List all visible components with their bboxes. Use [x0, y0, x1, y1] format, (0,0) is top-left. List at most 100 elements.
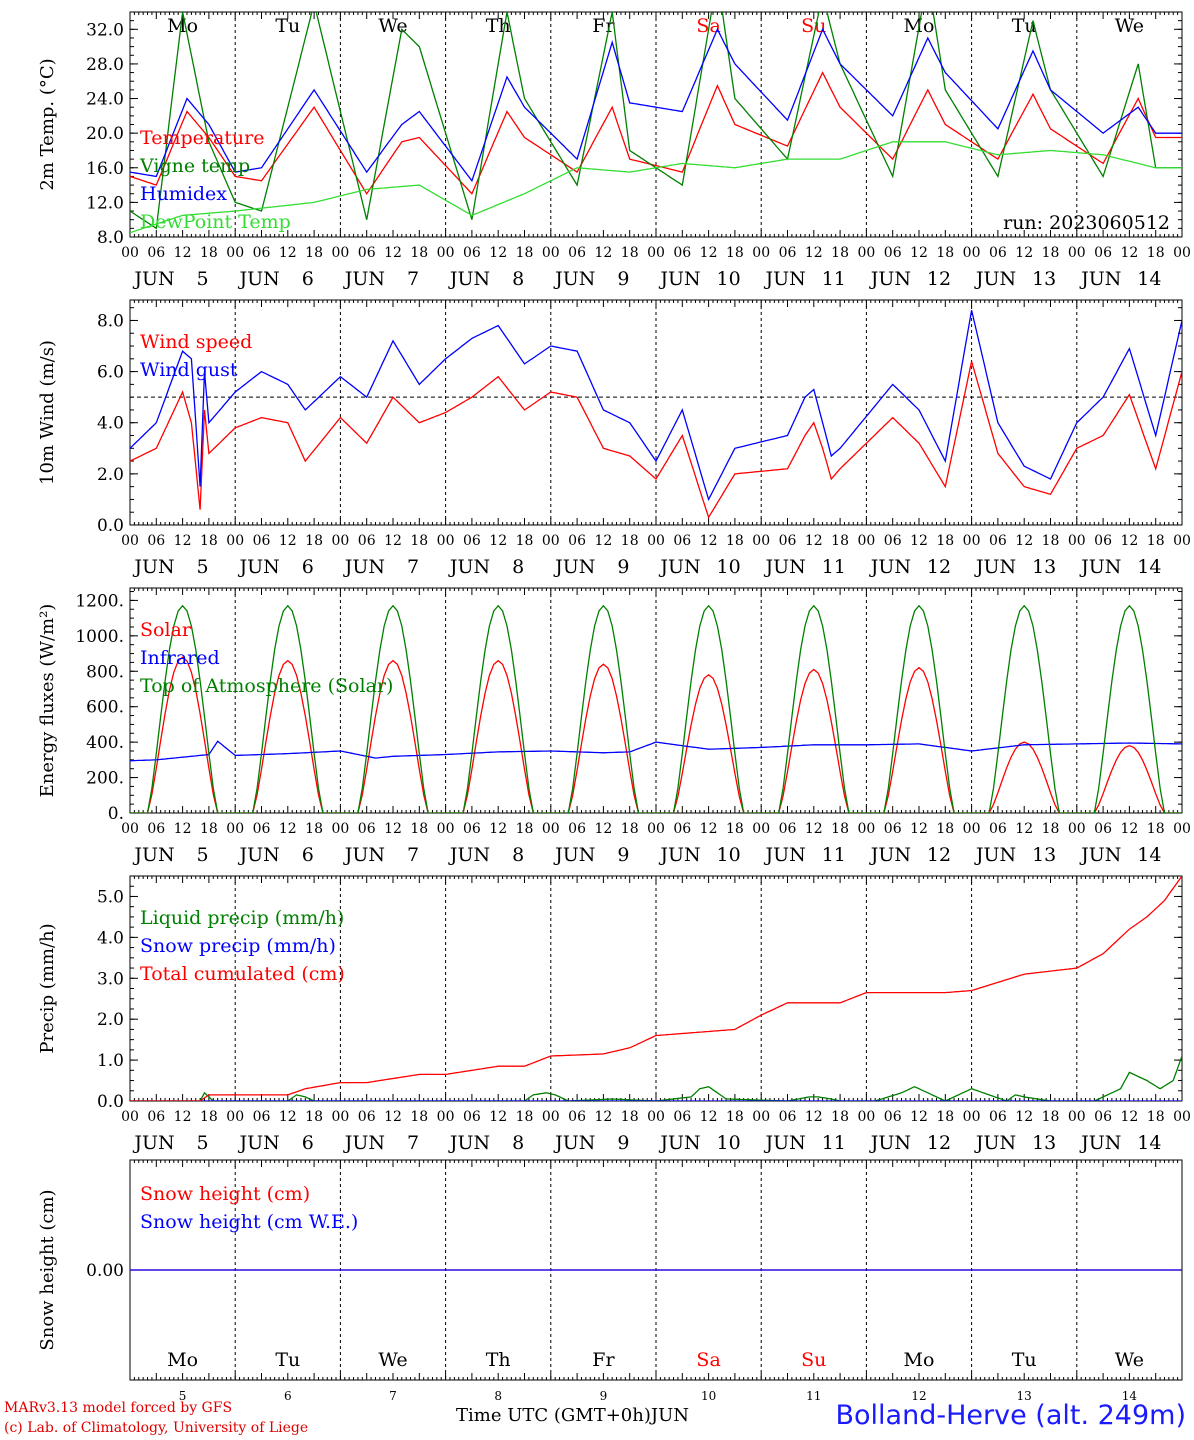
x-hour-label: 00 [1068, 245, 1086, 261]
x-month-label: JUN [869, 844, 911, 866]
x-date-small-label: 10 [701, 1389, 716, 1403]
series-group [130, 12, 1182, 234]
x-hour-label: 12 [805, 821, 823, 837]
series-line-wind-speed [130, 361, 1182, 519]
x-hour-label: 18 [200, 821, 218, 837]
x-date-label: 5 [197, 844, 209, 866]
x-hour-label: 12 [805, 245, 823, 261]
y-tick-label: 28.0 [86, 55, 124, 75]
x-dow-label: Sa [696, 1349, 720, 1371]
x-hour-label: 00 [963, 245, 981, 261]
legend-entry: DewPoint Temp [140, 211, 291, 233]
x-hour-label: 18 [726, 533, 744, 549]
x-hour-label: 18 [410, 245, 428, 261]
x-hour-label: 18 [726, 1109, 744, 1125]
series-line-wind-gust [130, 310, 1182, 502]
y-tick-label: 4.0 [97, 414, 124, 434]
x-hour-label: 00 [121, 1109, 139, 1125]
x-hour-label: 18 [1042, 533, 1060, 549]
series-group [130, 310, 1182, 519]
x-hour-label: 12 [594, 1109, 612, 1125]
x-hour-label: 12 [1015, 1109, 1033, 1125]
x-hour-label: 06 [779, 245, 797, 261]
x-hour-label: 06 [779, 1109, 797, 1125]
x-hour-label: 06 [358, 245, 376, 261]
x-hour-label: 00 [857, 533, 875, 549]
legend-entry: Humidex [140, 183, 227, 205]
x-hour-label: 12 [279, 1109, 297, 1125]
x-month-label: JUN [1079, 1132, 1121, 1154]
x-dow-label: Mo [167, 15, 198, 37]
x-dow-label: We [1115, 1349, 1144, 1371]
x-hour-label: 12 [279, 533, 297, 549]
series-line-top-of-atmosphere-solar- [130, 604, 1182, 813]
x-hour-label: 00 [542, 1109, 560, 1125]
x-date-label: 6 [302, 556, 314, 578]
x-hour-label: 06 [884, 821, 902, 837]
x-month-label: JUN [764, 556, 806, 578]
x-month-label: JUN [1079, 556, 1121, 578]
x-hour-label: 18 [936, 533, 954, 549]
x-hour-label: 18 [305, 533, 323, 549]
x-date-label: 7 [407, 556, 419, 578]
legend-entry: Top of Atmosphere (Solar) [140, 675, 393, 697]
x-hour-label: 18 [516, 245, 534, 261]
x-hour-label: 00 [752, 821, 770, 837]
x-month-label: JUN [238, 844, 280, 866]
x-hour-label: 06 [568, 533, 586, 549]
model-credit: MARv3.13 model forced by GFS [4, 1400, 233, 1416]
series-line-dewpoint-temp [130, 141, 1182, 234]
x-hour-label: 12 [384, 245, 402, 261]
x-hour-label: 12 [1015, 533, 1033, 549]
x-month-label: JUN [974, 268, 1016, 290]
x-hour-label: 18 [516, 821, 534, 837]
x-hour-label: 12 [700, 1109, 718, 1125]
x-hour-label: 06 [1094, 245, 1112, 261]
x-hour-label: 12 [489, 533, 507, 549]
x-month-label: JUN [132, 268, 174, 290]
x-hour-label: 06 [253, 245, 271, 261]
x-hour-label: 18 [621, 821, 639, 837]
x-hour-label: 18 [410, 1109, 428, 1125]
x-dow-label: Th [486, 15, 511, 37]
x-hour-label: 18 [1042, 1109, 1060, 1125]
x-month-label: JUN [553, 268, 595, 290]
x-month-label: JUN [1079, 844, 1121, 866]
x-dow-label: Th [486, 1349, 511, 1371]
x-hour-label: 06 [673, 821, 691, 837]
x-hour-label: 18 [1147, 533, 1165, 549]
legend-entry: Snow height (cm) [140, 1183, 310, 1205]
x-date-label: 13 [1032, 556, 1056, 578]
x-hour-label: 00 [1173, 533, 1191, 549]
panel-5: 0.00 Snow height (cm) Mo 5 Tu 6 We 7 Th 8 Fr 9 Sa 10 S… [37, 1159, 1183, 1403]
legend-entry: Vigne temp [139, 155, 250, 177]
legend-entry: Total cumulated (cm) [140, 963, 345, 985]
panel-4: 0.0 1.0 2.0 3.0 4.0 5.0 Precip (mm/h) 00 06 12 18 0… [37, 875, 1191, 1154]
x-date-label: 11 [822, 268, 846, 290]
y-tick-label: 4.0 [97, 928, 124, 948]
y-tick-label: 8.0 [97, 228, 124, 248]
x-hour-label: 06 [463, 821, 481, 837]
y-tick-label: 8.0 [97, 311, 124, 331]
x-date-label: 9 [617, 1132, 629, 1154]
x-hour-label: 18 [936, 821, 954, 837]
x-hour-label: 18 [621, 533, 639, 549]
x-date-label: 7 [407, 268, 419, 290]
x-hour-label: 12 [910, 821, 928, 837]
x-hour-label: 12 [174, 821, 192, 837]
x-month-label: JUN [448, 556, 490, 578]
x-hour-label: 00 [226, 533, 244, 549]
x-hour-label: 06 [463, 245, 481, 261]
x-date-label: 7 [407, 844, 419, 866]
x-hour-label: 18 [516, 533, 534, 549]
x-month-label: JUN [448, 268, 490, 290]
x-hour-label: 06 [884, 245, 902, 261]
x-date-label: 12 [927, 268, 951, 290]
x-hour-label: 00 [1068, 821, 1086, 837]
x-hour-label: 12 [384, 821, 402, 837]
x-month-label: JUN [658, 556, 700, 578]
legend-entry: Snow precip (mm/h) [140, 935, 336, 957]
x-hour-label: 00 [331, 245, 349, 261]
x-month-label: JUN [553, 556, 595, 578]
